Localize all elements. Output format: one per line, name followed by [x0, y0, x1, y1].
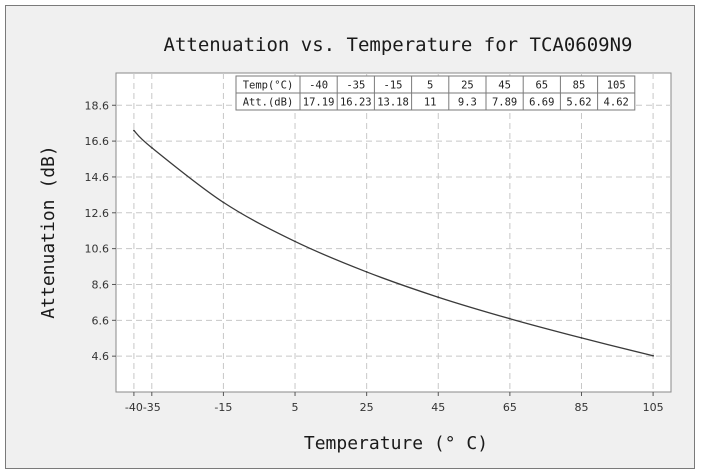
data-point: [365, 271, 368, 273]
table-header-label: Temp(°C): [243, 80, 294, 92]
table-temp-cell: 85: [573, 80, 586, 92]
plot-area: [115, 72, 672, 393]
table-temp-cell: 45: [498, 80, 511, 92]
table-temp-cell: 105: [607, 80, 626, 92]
table-att-cell: 5.62: [566, 97, 591, 109]
data-point: [508, 317, 511, 320]
y-axis-title: Attenuation (dB): [38, 145, 59, 318]
x-tick-label: -40: [125, 401, 143, 414]
y-tick-label: 14.6: [85, 171, 110, 184]
y-tick-label: 10.6: [85, 243, 110, 256]
data-point: [652, 354, 654, 357]
table-att-cell: 9.3: [458, 97, 477, 109]
data-point: [222, 201, 225, 204]
table-temp-cell: 65: [535, 80, 548, 92]
x-tick-label: 105: [643, 401, 664, 414]
data-point: [437, 296, 440, 299]
table-att-cell: 4.62: [604, 97, 629, 109]
data-point: [294, 240, 296, 243]
data-table: Temp(°C) Att.(dB) -40 17.19 -35 16.23 -15 13.18…: [235, 75, 636, 111]
table-row-label: Att.(dB): [243, 97, 294, 109]
axis-layer: 4.6 6.6 8.6 10.6 12.6 14.6 16.6 18.6 -40 -35 -15 5 2…: [85, 99, 664, 414]
chart-svg: Attenuation vs. Temperature for TCA0609N…: [38, 34, 672, 454]
x-tick-label: 25: [360, 401, 374, 414]
table-temp-cell: -35: [346, 80, 365, 92]
y-tick-label: 16.6: [85, 135, 110, 148]
x-tick-label: 85: [574, 401, 588, 414]
y-tick-label: 4.6: [92, 350, 110, 363]
x-tick-label: 65: [503, 401, 517, 414]
chart-title: Attenuation vs. Temperature for TCA0609N…: [164, 34, 633, 56]
table-att-cell: 6.69: [529, 97, 554, 109]
table-att-cell: 17.19: [303, 97, 335, 109]
y-tick-label: 6.6: [92, 314, 110, 327]
x-tick-label: -15: [214, 401, 232, 414]
x-axis-title: Temperature (° C): [304, 433, 488, 454]
y-tick-label: 12.6: [85, 207, 110, 220]
x-tick-label: 45: [431, 401, 445, 414]
data-point: [580, 336, 583, 339]
table-temp-cell: -15: [384, 80, 403, 92]
series-layer: [133, 129, 654, 357]
y-tick-label: 18.6: [85, 99, 110, 112]
table-att-cell: 13.18: [377, 97, 409, 109]
chart-frame: Attenuation vs. Temperature for TCA0609N…: [5, 5, 695, 469]
data-point: [133, 129, 135, 132]
data-point: [150, 146, 153, 149]
table-att-cell: 7.89: [492, 97, 517, 109]
table-temp-cell: 5: [427, 80, 433, 92]
x-tick-label: -35: [143, 401, 161, 414]
table-temp-cell: -40: [309, 80, 328, 92]
table-temp-cell: 25: [461, 80, 474, 92]
y-tick-label: 8.6: [92, 278, 110, 291]
x-tick-label: 5: [292, 401, 299, 414]
table-att-cell: 16.23: [340, 97, 372, 109]
table-att-cell: 11: [424, 97, 437, 109]
